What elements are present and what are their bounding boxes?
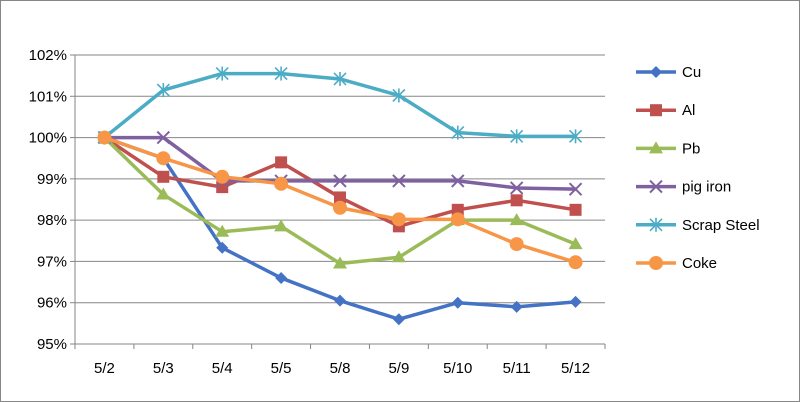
data-point (451, 125, 465, 140)
data-point (333, 256, 347, 269)
data-point (334, 191, 346, 204)
series-line (102, 135, 578, 321)
data-point (392, 88, 406, 103)
x-tick-label: 5/9 (388, 360, 409, 377)
legend-label: Cu (682, 64, 701, 81)
legend-label: pig iron (682, 179, 731, 196)
y-axis-ticks: 95% 96% 97% 98% 99% 100% 101% 102% (29, 47, 75, 353)
data-point (334, 294, 346, 307)
data-point (391, 250, 406, 263)
data-point (569, 295, 582, 308)
x-tick-label: 5/11 (503, 360, 531, 377)
legend-label: Coke (682, 255, 717, 272)
y-tick-label: 95% (37, 336, 67, 353)
y-tick-label: 101% (29, 88, 67, 105)
series-pig-iron (97, 130, 583, 196)
data-point (650, 104, 662, 117)
x-tick-label: 5/5 (271, 360, 292, 377)
series-scrap-steel (97, 66, 583, 145)
legend-item-pig-iron: pig iron (636, 179, 731, 196)
axes (74, 55, 605, 345)
legend: Cu Al Pb pig iron Scrap Steel Coke (636, 64, 760, 272)
x-tick-label: 5/2 (94, 360, 115, 377)
data-point (451, 296, 464, 309)
series-coke (97, 130, 583, 270)
x-tick-label: 5/3 (153, 360, 174, 377)
x-tick-label: 5/8 (330, 360, 351, 377)
legend-label: Al (682, 102, 695, 119)
y-tick-label: 99% (37, 171, 67, 188)
x-tick-label: 5/4 (212, 360, 233, 377)
data-point (509, 181, 524, 195)
legend-item-coke: Coke (636, 255, 717, 272)
data-point (156, 151, 171, 166)
data-point (568, 182, 583, 196)
data-point (451, 174, 465, 188)
data-point (650, 66, 662, 78)
data-point (274, 176, 289, 191)
y-tick-label: 100% (29, 130, 67, 147)
data-point (275, 156, 288, 169)
data-point (568, 237, 583, 250)
legend-item-cu: Cu (636, 64, 701, 81)
data-point (156, 83, 170, 98)
legend-item-al: Al (636, 102, 695, 119)
y-tick-label: 96% (37, 295, 67, 312)
data-point (157, 170, 170, 183)
y-tick-label: 98% (37, 212, 67, 229)
legend-label: Pb (682, 140, 700, 157)
data-point (97, 130, 112, 145)
data-point (392, 174, 406, 188)
data-point (216, 241, 229, 254)
x-tick-label: 5/12 (561, 360, 590, 377)
data-point (568, 255, 583, 270)
x-tick-label: 5/10 (443, 360, 472, 377)
data-point (568, 129, 583, 144)
legend-item-pb: Pb (636, 140, 700, 157)
data-point (391, 212, 406, 227)
data-point (509, 213, 524, 226)
data-point (649, 217, 663, 232)
data-point (510, 300, 523, 313)
data-point (333, 71, 347, 86)
y-tick-label: 102% (29, 47, 67, 64)
data-point (275, 271, 288, 284)
data-point (274, 66, 288, 81)
data-point (569, 203, 582, 216)
x-axis-ticks: 5/2 5/3 5/4 5/5 5/8 5/9 5/10 5/11 5/12 (74, 344, 606, 377)
data-point (215, 224, 230, 237)
data-point (510, 194, 523, 207)
data-point (392, 313, 405, 326)
data-point (156, 130, 171, 145)
data-point (509, 237, 524, 252)
data-point (215, 169, 230, 184)
y-tick-label: 97% (37, 253, 67, 270)
series-group (97, 66, 583, 326)
legend-item-scrap-steel: Scrap Steel (636, 217, 760, 234)
legend-label: Scrap Steel (682, 217, 760, 234)
data-point (333, 174, 347, 188)
data-point (274, 219, 289, 232)
data-point (215, 66, 229, 81)
data-point (649, 141, 663, 154)
data-point (333, 200, 347, 215)
data-point (451, 203, 464, 216)
data-point (649, 179, 663, 194)
data-point (510, 129, 524, 144)
data-point (649, 256, 663, 270)
data-point (450, 212, 465, 227)
data-point (156, 187, 171, 200)
